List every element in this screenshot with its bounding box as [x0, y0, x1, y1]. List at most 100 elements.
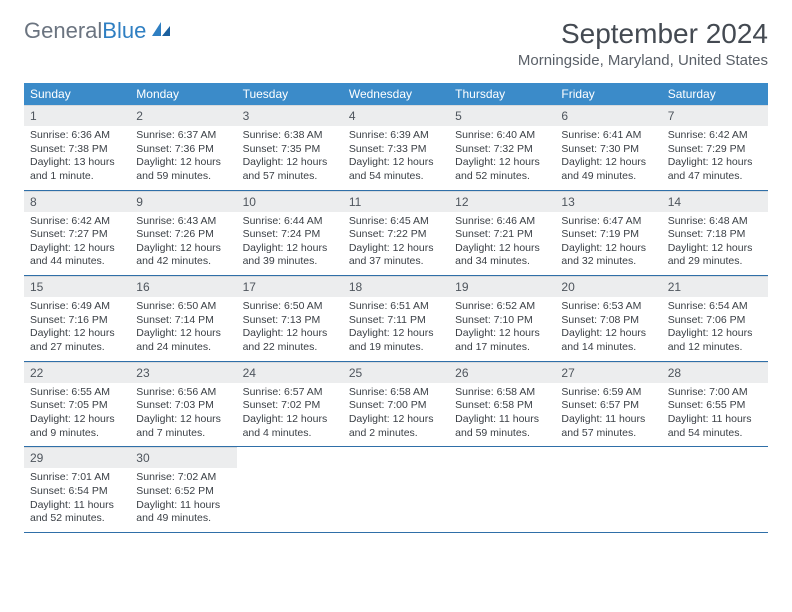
calendar-page: GeneralBlue September 2024 Morningside, …: [0, 0, 792, 545]
day-number: 27: [555, 362, 661, 383]
sunrise-line: Sunrise: 6:42 AM: [30, 215, 124, 229]
daylight-line-1: Daylight: 12 hours: [243, 242, 337, 256]
logo-text-1: General: [24, 18, 102, 44]
day-number: 9: [130, 191, 236, 212]
sunset-line: Sunset: 7:24 PM: [243, 228, 337, 242]
sunset-line: Sunset: 6:52 PM: [136, 485, 230, 499]
daylight-line-2: and 39 minutes.: [243, 255, 337, 269]
sunrise-line: Sunrise: 6:55 AM: [30, 386, 124, 400]
week-row: 29Sunrise: 7:01 AMSunset: 6:54 PMDayligh…: [24, 447, 768, 533]
sunset-line: Sunset: 7:22 PM: [349, 228, 443, 242]
day-details: Sunrise: 6:54 AMSunset: 7:06 PMDaylight:…: [662, 297, 768, 361]
day-number: 28: [662, 362, 768, 383]
daylight-line-1: Daylight: 12 hours: [243, 413, 337, 427]
sunset-line: Sunset: 7:13 PM: [243, 314, 337, 328]
daylight-line-2: and 49 minutes.: [561, 170, 655, 184]
calendar-cell: 8Sunrise: 6:42 AMSunset: 7:27 PMDaylight…: [24, 191, 130, 276]
sunset-line: Sunset: 7:30 PM: [561, 143, 655, 157]
day-details: Sunrise: 6:55 AMSunset: 7:05 PMDaylight:…: [24, 383, 130, 447]
calendar-cell: 30 Sunrise: 7:02 AMSunset: 6:52 PMDayligh…: [130, 447, 236, 532]
calendar-cell: 2Sunrise: 6:37 AMSunset: 7:36 PMDaylight…: [130, 105, 236, 190]
day-number: 20: [555, 276, 661, 297]
sunset-line: Sunset: 6:55 PM: [668, 399, 762, 413]
sunrise-line: Sunrise: 6:36 AM: [30, 129, 124, 143]
daylight-line-2: and 57 minutes.: [561, 427, 655, 441]
sunset-line: Sunset: 7:00 PM: [349, 399, 443, 413]
calendar-cell: 19Sunrise: 6:52 AMSunset: 7:10 PMDayligh…: [449, 276, 555, 361]
sunset-line: Sunset: 6:58 PM: [455, 399, 549, 413]
daylight-line-1: Daylight: 12 hours: [136, 327, 230, 341]
daylight-line-2: and 14 minutes.: [561, 341, 655, 355]
day-number: 8: [24, 191, 130, 212]
day-details: Sunrise: 6:58 AMSunset: 6:58 PMDaylight:…: [449, 383, 555, 447]
daylight-line-1: Daylight: 12 hours: [349, 242, 443, 256]
day-number: 25: [343, 362, 449, 383]
sunset-line: Sunset: 7:02 PM: [243, 399, 337, 413]
day-number: 17: [237, 276, 343, 297]
calendar-cell: 22Sunrise: 6:55 AMSunset: 7:05 PMDayligh…: [24, 362, 130, 447]
sunrise-line: Sunrise: 6:47 AM: [561, 215, 655, 229]
daylight-line-1: Daylight: 12 hours: [561, 156, 655, 170]
calendar-cell: [555, 447, 661, 532]
day-number: 26: [449, 362, 555, 383]
daylight-line-1: Daylight: 12 hours: [30, 327, 124, 341]
day-details: Sunrise: 6:42 AMSunset: 7:27 PMDaylight:…: [24, 212, 130, 276]
sunset-line: Sunset: 7:19 PM: [561, 228, 655, 242]
day-details: Sunrise: 6:52 AMSunset: 7:10 PMDaylight:…: [449, 297, 555, 361]
calendar: SundayMondayTuesdayWednesdayThursdayFrid…: [24, 83, 768, 533]
day-number: 12: [449, 191, 555, 212]
sunrise-line: Sunrise: 6:42 AM: [668, 129, 762, 143]
day-details: Sunrise: 6:44 AMSunset: 7:24 PMDaylight:…: [237, 212, 343, 276]
day-number: 13: [555, 191, 661, 212]
day-details: Sunrise: 6:58 AMSunset: 7:00 PMDaylight:…: [343, 383, 449, 447]
day-details: Sunrise: 6:49 AMSunset: 7:16 PMDaylight:…: [24, 297, 130, 361]
daylight-line-1: Daylight: 12 hours: [136, 242, 230, 256]
day-details: Sunrise: 6:42 AMSunset: 7:29 PMDaylight:…: [662, 126, 768, 190]
calendar-cell: 21Sunrise: 6:54 AMSunset: 7:06 PMDayligh…: [662, 276, 768, 361]
calendar-cell: 13Sunrise: 6:47 AMSunset: 7:19 PMDayligh…: [555, 191, 661, 276]
day-details: Sunrise: 6:37 AMSunset: 7:36 PMDaylight:…: [130, 126, 236, 190]
day-number: 7: [662, 105, 768, 126]
daylight-line-2: and 29 minutes.: [668, 255, 762, 269]
weeks-grid: 1Sunrise: 6:36 AMSunset: 7:38 PMDaylight…: [24, 105, 768, 533]
day-number: 30: [130, 447, 236, 468]
daylight-line-1: Daylight: 12 hours: [243, 156, 337, 170]
day-details: Sunrise: 6:47 AMSunset: 7:19 PMDaylight:…: [555, 212, 661, 276]
daylight-line-2: and 42 minutes.: [136, 255, 230, 269]
week-row: 15Sunrise: 6:49 AMSunset: 7:16 PMDayligh…: [24, 276, 768, 362]
sunrise-line: Sunrise: 7:01 AM: [30, 471, 124, 485]
calendar-cell: 4Sunrise: 6:39 AMSunset: 7:33 PMDaylight…: [343, 105, 449, 190]
sunset-line: Sunset: 7:26 PM: [136, 228, 230, 242]
day-details: Sunrise: 6:50 AMSunset: 7:13 PMDaylight:…: [237, 297, 343, 361]
calendar-cell: 18Sunrise: 6:51 AMSunset: 7:11 PMDayligh…: [343, 276, 449, 361]
day-number: 18: [343, 276, 449, 297]
daylight-line-2: and 34 minutes.: [455, 255, 549, 269]
daylight-line-2: and 7 minutes.: [136, 427, 230, 441]
day-number: 3: [237, 105, 343, 126]
sunset-line: Sunset: 7:03 PM: [136, 399, 230, 413]
calendar-cell: 3Sunrise: 6:38 AMSunset: 7:35 PMDaylight…: [237, 105, 343, 190]
day-details: Sunrise: 6:53 AMSunset: 7:08 PMDaylight:…: [555, 297, 661, 361]
daylight-line-2: and 57 minutes.: [243, 170, 337, 184]
calendar-cell: [662, 447, 768, 532]
month-title: September 2024: [518, 18, 768, 50]
day-number: 2: [130, 105, 236, 126]
calendar-cell: 12Sunrise: 6:46 AMSunset: 7:21 PMDayligh…: [449, 191, 555, 276]
day-number: 16: [130, 276, 236, 297]
calendar-cell: [237, 447, 343, 532]
sunrise-line: Sunrise: 6:58 AM: [349, 386, 443, 400]
daylight-line-1: Daylight: 11 hours: [455, 413, 549, 427]
sunset-line: Sunset: 7:35 PM: [243, 143, 337, 157]
daylight-line-1: Daylight: 12 hours: [136, 156, 230, 170]
calendar-cell: 11Sunrise: 6:45 AMSunset: 7:22 PMDayligh…: [343, 191, 449, 276]
daylight-line-1: Daylight: 12 hours: [561, 327, 655, 341]
daylight-line-2: and 27 minutes.: [30, 341, 124, 355]
daylight-line-1: Daylight: 12 hours: [30, 242, 124, 256]
sunset-line: Sunset: 7:32 PM: [455, 143, 549, 157]
sunrise-line: Sunrise: 7:02 AM: [136, 471, 230, 485]
day-number: 24: [237, 362, 343, 383]
sunset-line: Sunset: 7:10 PM: [455, 314, 549, 328]
sunset-line: Sunset: 7:05 PM: [30, 399, 124, 413]
day-details: Sunrise: 6:59 AMSunset: 6:57 PMDaylight:…: [555, 383, 661, 447]
daylight-line-1: Daylight: 11 hours: [136, 499, 230, 513]
